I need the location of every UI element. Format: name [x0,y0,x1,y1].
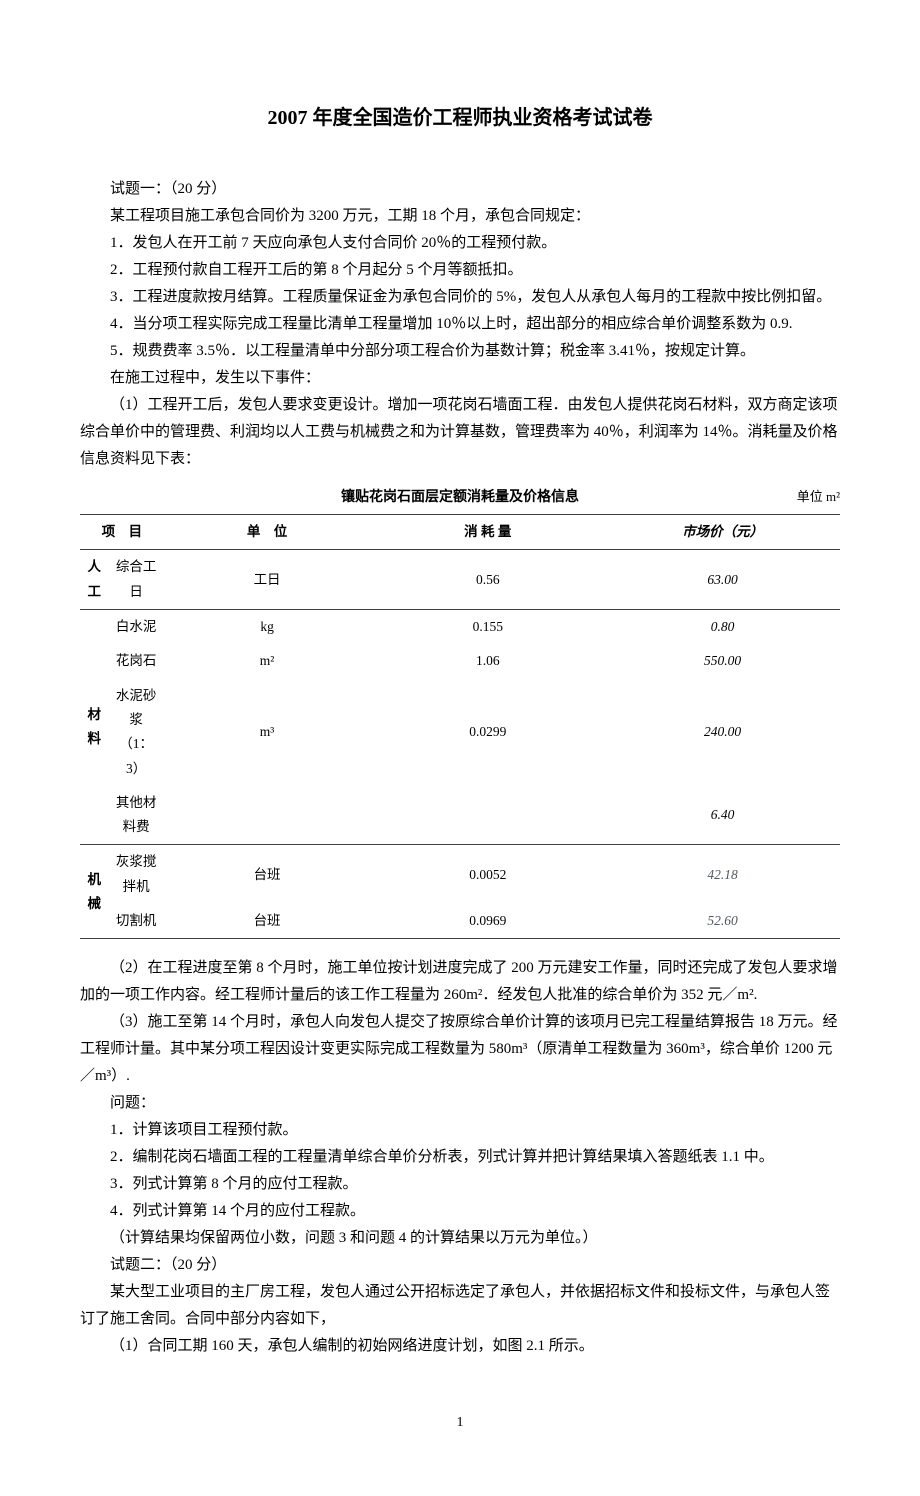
cell-item: 水泥砂浆（1：3） [109,679,164,786]
event-3: （3）施工至第 14 个月时，承包人向发包人提交了按原综合单价计算的该项月已完工… [80,1009,840,1090]
page-title: 2007 年度全国造价工程师执业资格考试试卷 [80,100,840,136]
cell-item: 切割机 [109,904,164,939]
cell-consumption: 0.155 [370,610,605,645]
cell-item: 综合工日 [109,550,164,610]
cell-category: 人工 [80,550,109,610]
cell-price: 52.60 [605,904,840,939]
question-item-2: 2．编制花岗石墙面工程的工程量清单综合单价分析表，列式计算并把计算结果填入答题纸… [80,1144,840,1171]
cell-item: 白水泥 [109,610,164,645]
question1-header: 试题一：（20 分） [80,176,840,203]
table-row: 切割机 台班 0.0969 52.60 [80,904,840,939]
table-title: 镶贴花岗石面层定额消耗量及价格信息 [341,490,579,505]
cell-item: 其他材料费 [109,786,164,845]
cell-unit: 台班 [164,845,371,904]
contract-term-5: 5．规费费率 3.5％．以工程量清单中分部分项工程合价为基数计算；税金率 3.4… [80,338,840,365]
cell-consumption: 0.56 [370,550,605,610]
table-unit-note: 单位 m² [797,485,840,508]
contract-term-4: 4．当分项工程实际完成工程量比清单工程量增加 10％以上时，超出部分的相应综合单… [80,311,840,338]
events-lead: 在施工过程中，发生以下事件： [80,365,840,392]
cell-item: 花岗石 [109,644,164,678]
questions-lead: 问题： [80,1090,840,1117]
cell-category: 机械 [80,845,109,939]
question2-header: 试题二：（20 分） [80,1252,840,1279]
th-item: 项 目 [80,515,164,550]
cell-price: 0.80 [605,610,840,645]
question1-premise: 某工程项目施工承包合同价为 3200 万元，工期 18 个月，承包合同规定： [80,203,840,230]
page-number: 1 [80,1410,840,1435]
cell-price: 550.00 [605,644,840,678]
question-item-1: 1．计算该项目工程预付款。 [80,1117,840,1144]
cell-consumption: 1.06 [370,644,605,678]
cell-price: 240.00 [605,679,840,786]
cell-unit: 台班 [164,904,371,939]
table-title-row: 镶贴花岗石面层定额消耗量及价格信息 单位 m² [80,485,840,510]
cell-unit: m³ [164,679,371,786]
calc-note: （计算结果均保留两位小数，问题 3 和问题 4 的计算结果以万元为单位。） [80,1225,840,1252]
contract-term-2: 2．工程预付款自工程开工后的第 8 个月起分 5 个月等额抵扣。 [80,257,840,284]
cell-consumption [370,786,605,845]
table-row: 材料 白水泥 kg 0.155 0.80 [80,610,840,645]
question2-premise: 某大型工业项目的主厂房工程，发包人通过公开招标选定了承包人，并依据招标文件和投标… [80,1279,840,1333]
table-row: 花岗石 m² 1.06 550.00 [80,644,840,678]
table-row: 人工 综合工日 工日 0.56 63.00 [80,550,840,610]
cell-consumption: 0.0969 [370,904,605,939]
event-2: （2）在工程进度至第 8 个月时，施工单位按计划进度完成了 200 万元建安工作… [80,955,840,1009]
cell-consumption: 0.0052 [370,845,605,904]
th-unit: 单 位 [164,515,371,550]
contract2-term-1: （1）合同工期 160 天，承包人编制的初始网络进度计划，如图 2.1 所示。 [80,1333,840,1360]
event-1: （1）工程开工后，发包人要求变更设计。增加一项花岗石墙面工程．由发包人提供花岗石… [80,392,840,473]
cell-consumption: 0.0299 [370,679,605,786]
th-price: 市场价（元） [605,515,840,550]
cell-item: 灰浆搅拌机 [109,845,164,904]
cell-unit: m² [164,644,371,678]
cell-unit: kg [164,610,371,645]
question-item-4: 4．列式计算第 14 个月的应付工程款。 [80,1198,840,1225]
table-row: 机械 灰浆搅拌机 台班 0.0052 42.18 [80,845,840,904]
cell-unit: 工日 [164,550,371,610]
cell-category: 材料 [80,610,109,845]
cell-price: 63.00 [605,550,840,610]
question-item-3: 3．列式计算第 8 个月的应付工程款。 [80,1171,840,1198]
contract-term-1: 1．发包人在开工前 7 天应向承包人支付合同价 20％的工程预付款。 [80,230,840,257]
table-row: 水泥砂浆（1：3） m³ 0.0299 240.00 [80,679,840,786]
cell-unit [164,786,371,845]
th-consumption: 消 耗 量 [370,515,605,550]
cell-price: 6.40 [605,786,840,845]
consumption-price-table: 项 目 单 位 消 耗 量 市场价（元） 人工 综合工日 工日 0.56 63.… [80,514,840,939]
cell-price: 42.18 [605,845,840,904]
table-header-row: 项 目 单 位 消 耗 量 市场价（元） [80,515,840,550]
table-row: 其他材料费 6.40 [80,786,840,845]
contract-term-3: 3．工程进度款按月结算。工程质量保证金为承包合同价的 5%，发包人从承包人每月的… [80,284,840,311]
